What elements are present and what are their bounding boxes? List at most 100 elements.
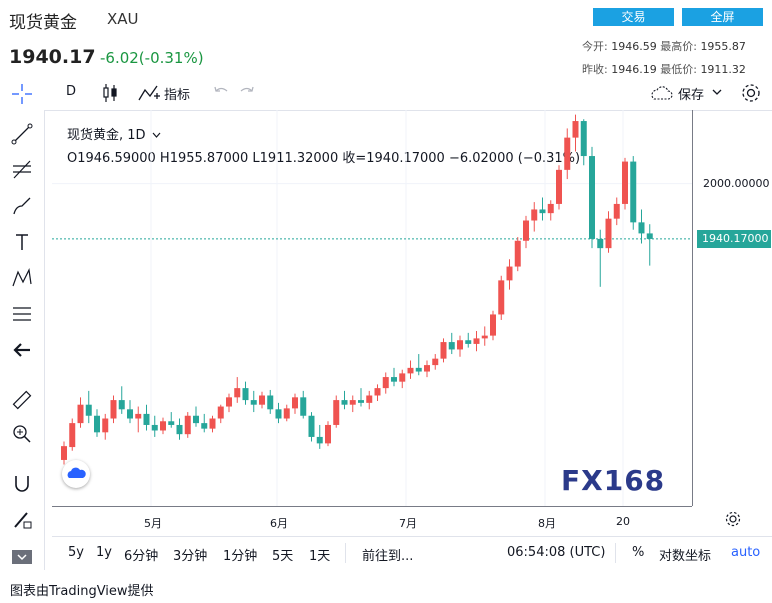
candle-body	[646, 233, 653, 239]
eye-icon[interactable]	[8, 542, 36, 570]
interval-button[interactable]: D	[66, 84, 77, 99]
divider	[345, 543, 346, 563]
candle-body	[589, 156, 595, 239]
candle-body	[440, 342, 447, 359]
candle-body	[506, 266, 513, 281]
candle-body	[209, 418, 216, 429]
candle-body	[597, 238, 604, 249]
candle-body	[374, 388, 381, 396]
range-6min[interactable]: 6分钟	[124, 549, 159, 564]
time-tick-label: 7月	[399, 517, 417, 530]
candle-body	[481, 335, 488, 339]
candle-body	[490, 314, 496, 336]
goto-date-button[interactable]: 前往到...	[362, 549, 414, 564]
prev-close-value: 1946.19	[611, 63, 657, 76]
candle-body	[580, 121, 587, 157]
magnet-icon[interactable]	[8, 470, 36, 498]
range-1d[interactable]: 1天	[309, 549, 331, 564]
crosshair-icon[interactable]	[9, 82, 35, 110]
fib-icon[interactable]	[8, 156, 36, 184]
candle-body	[564, 137, 571, 170]
range-1min[interactable]: 1分钟	[223, 549, 258, 564]
candle-body	[316, 436, 323, 444]
candle-body	[151, 424, 158, 431]
legend-symbol-text: 现货黄金, 1D	[67, 128, 146, 143]
last-price: 1940.17	[9, 46, 96, 68]
candle-body	[473, 338, 480, 344]
measure-icon[interactable]	[8, 300, 36, 328]
range-1y[interactable]: 1y	[96, 545, 112, 560]
candle-body	[69, 423, 76, 448]
log-scale-toggle[interactable]: 对数坐标	[659, 549, 712, 564]
candle-body	[547, 203, 554, 214]
candle-body	[407, 367, 414, 374]
instrument-symbol: XAU	[107, 10, 139, 28]
current-price-tag: 1940.17000	[697, 229, 771, 248]
candle-body	[110, 400, 117, 419]
candle-body	[556, 169, 562, 204]
candle-body	[325, 424, 331, 444]
back-arrow-icon[interactable]	[8, 336, 36, 364]
trade-button[interactable]: 交易	[593, 8, 674, 26]
candle-body	[333, 400, 340, 425]
ruler-icon[interactable]	[8, 386, 36, 414]
percent-toggle[interactable]: %	[632, 545, 645, 560]
low-value: 1911.32	[700, 63, 746, 76]
candle-body	[523, 220, 529, 241]
utc-clock[interactable]: 06:54:08 (UTC)	[507, 545, 606, 560]
candle-body	[539, 209, 546, 214]
trendline-icon[interactable]	[8, 120, 36, 148]
candle-body	[630, 161, 637, 223]
candle-body	[382, 377, 389, 389]
candles-icon[interactable]	[101, 82, 119, 108]
settings-icon[interactable]	[724, 510, 742, 532]
chevron-down-icon[interactable]	[712, 86, 722, 101]
open-value: 1946.59	[611, 40, 657, 53]
candle-body	[61, 446, 67, 460]
watermark-text: FX168	[561, 464, 666, 497]
candle-body	[498, 280, 505, 315]
candle-body	[415, 367, 422, 372]
time-tick-label: 6月	[270, 517, 288, 530]
fullscreen-button[interactable]: 全屏	[682, 8, 763, 26]
candle-body	[349, 400, 356, 405]
auto-scale-toggle[interactable]: auto	[731, 545, 761, 560]
indicators-icon[interactable]	[137, 82, 161, 108]
text-icon[interactable]	[8, 228, 36, 256]
prev-close-label: 昨收:	[582, 63, 608, 76]
brush-icon[interactable]	[8, 192, 36, 220]
candle-body	[127, 409, 133, 419]
redo-icon[interactable]	[238, 82, 256, 106]
candle-body	[283, 408, 290, 419]
indicators-button[interactable]: 指标	[164, 88, 191, 103]
save-button[interactable]: 保存	[678, 88, 705, 103]
candle-body	[341, 400, 348, 405]
candle-body	[118, 400, 125, 410]
pattern-icon[interactable]	[8, 264, 36, 292]
lock-pencil-icon[interactable]	[8, 506, 36, 534]
candle-body	[292, 397, 298, 409]
gear-icon[interactable]	[739, 81, 763, 109]
candle-body	[102, 418, 109, 433]
range-3min[interactable]: 3分钟	[173, 549, 208, 564]
price-axis[interactable]: 2000.00000	[692, 110, 772, 506]
chart-toolbar: D 指标 保存	[0, 78, 772, 111]
cloud-icon[interactable]	[648, 83, 674, 107]
time-axis[interactable]: 5月 6月 7月 8月 20	[52, 506, 692, 533]
candle-body	[432, 358, 439, 366]
tradingview-logo-icon[interactable]	[62, 460, 90, 488]
candle-body	[143, 413, 150, 425]
chart-legend-ohlc: O1946.59000 H1955.87000 L1911.32000 收=19…	[67, 151, 581, 166]
range-5y[interactable]: 5y	[68, 545, 84, 560]
candle-body	[267, 395, 274, 410]
time-tick-label: 8月	[538, 517, 556, 530]
candle-body	[242, 388, 249, 401]
candle-body	[308, 415, 315, 437]
zoom-in-icon[interactable]	[8, 420, 36, 448]
chart-legend-symbol[interactable]: 现货黄金, 1D	[67, 124, 161, 143]
undo-icon[interactable]	[212, 82, 230, 106]
candle-body	[622, 161, 628, 204]
range-5d[interactable]: 5天	[272, 549, 294, 564]
candlestick-chart[interactable]	[52, 110, 692, 506]
open-stat: 今开: 1946.59 最高价: 1955.87	[582, 38, 746, 54]
